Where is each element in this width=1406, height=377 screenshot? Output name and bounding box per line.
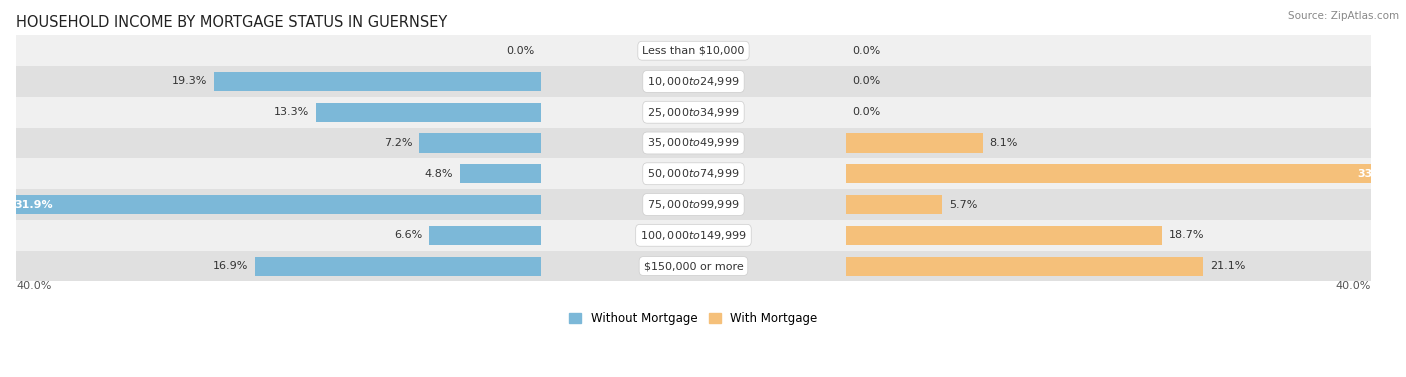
Text: 0.0%: 0.0%: [852, 107, 880, 117]
Bar: [17, 97, 1371, 128]
Legend: Without Mortgage, With Mortgage: Without Mortgage, With Mortgage: [565, 307, 823, 329]
Bar: [17, 35, 1371, 66]
Text: $150,000 or more: $150,000 or more: [644, 261, 744, 271]
Bar: [254, 256, 541, 276]
Text: $10,000 to $24,999: $10,000 to $24,999: [647, 75, 740, 88]
Text: 4.8%: 4.8%: [425, 169, 453, 179]
Bar: [846, 226, 1163, 245]
Text: 0.0%: 0.0%: [852, 77, 880, 86]
Bar: [846, 164, 1406, 183]
Text: Less than $10,000: Less than $10,000: [643, 46, 745, 56]
Text: 7.2%: 7.2%: [384, 138, 412, 148]
Text: 5.7%: 5.7%: [949, 199, 977, 210]
Text: Source: ZipAtlas.com: Source: ZipAtlas.com: [1288, 11, 1399, 21]
Bar: [17, 66, 1371, 97]
Text: $35,000 to $49,999: $35,000 to $49,999: [647, 136, 740, 150]
Bar: [17, 251, 1371, 281]
Bar: [846, 133, 983, 153]
Text: 6.6%: 6.6%: [394, 230, 423, 240]
Text: 21.1%: 21.1%: [1209, 261, 1246, 271]
Bar: [17, 128, 1371, 158]
Bar: [846, 256, 1204, 276]
Bar: [214, 72, 541, 91]
Text: 0.0%: 0.0%: [852, 46, 880, 56]
Bar: [846, 195, 942, 214]
Bar: [316, 103, 541, 122]
Bar: [17, 220, 1371, 251]
Bar: [17, 189, 1371, 220]
Text: $50,000 to $74,999: $50,000 to $74,999: [647, 167, 740, 180]
Text: 0.0%: 0.0%: [506, 46, 534, 56]
Bar: [1, 195, 541, 214]
Text: $75,000 to $99,999: $75,000 to $99,999: [647, 198, 740, 211]
Bar: [17, 158, 1371, 189]
Text: $100,000 to $149,999: $100,000 to $149,999: [640, 229, 747, 242]
Text: 8.1%: 8.1%: [990, 138, 1018, 148]
Text: 33.3%: 33.3%: [1358, 169, 1396, 179]
Text: 31.9%: 31.9%: [14, 199, 53, 210]
Text: HOUSEHOLD INCOME BY MORTGAGE STATUS IN GUERNSEY: HOUSEHOLD INCOME BY MORTGAGE STATUS IN G…: [17, 15, 447, 30]
Text: 19.3%: 19.3%: [173, 77, 208, 86]
Text: 40.0%: 40.0%: [17, 281, 52, 291]
Text: $25,000 to $34,999: $25,000 to $34,999: [647, 106, 740, 119]
Text: 40.0%: 40.0%: [1336, 281, 1371, 291]
Text: 13.3%: 13.3%: [274, 107, 309, 117]
Text: 16.9%: 16.9%: [212, 261, 249, 271]
Text: 18.7%: 18.7%: [1170, 230, 1205, 240]
Bar: [460, 164, 541, 183]
Bar: [419, 133, 541, 153]
Bar: [429, 226, 541, 245]
